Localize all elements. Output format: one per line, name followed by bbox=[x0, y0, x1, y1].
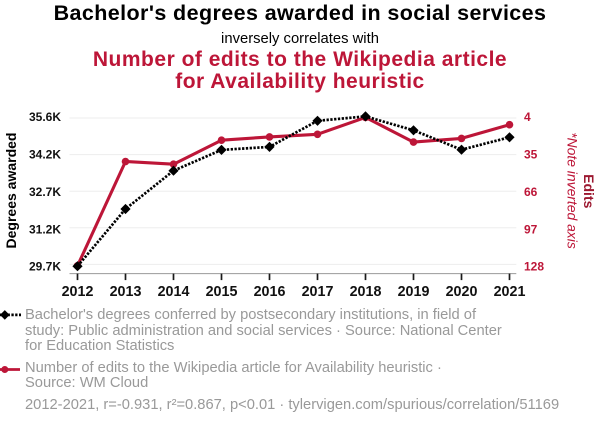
svg-text:2017: 2017 bbox=[302, 284, 334, 300]
svg-text:35: 35 bbox=[524, 147, 538, 161]
svg-text:66: 66 bbox=[524, 185, 538, 199]
svg-text:Degrees awarded: Degrees awarded bbox=[3, 133, 19, 249]
svg-text:32.7K: 32.7K bbox=[29, 185, 61, 199]
svg-text:2020: 2020 bbox=[446, 284, 478, 300]
svg-text:2021: 2021 bbox=[494, 284, 526, 300]
svg-text:*Note inverted axis: *Note inverted axis bbox=[565, 132, 581, 249]
svg-text:2014: 2014 bbox=[158, 284, 190, 300]
svg-text:2016: 2016 bbox=[254, 284, 286, 300]
svg-text:2015: 2015 bbox=[206, 284, 238, 300]
svg-text:2018: 2018 bbox=[350, 284, 382, 300]
svg-text:31.2K: 31.2K bbox=[29, 222, 61, 236]
svg-text:128: 128 bbox=[524, 260, 544, 274]
svg-text:35.6K: 35.6K bbox=[29, 110, 61, 124]
svg-text:29.7K: 29.7K bbox=[29, 260, 61, 274]
svg-text:2013: 2013 bbox=[110, 284, 142, 300]
svg-text:Edits: Edits bbox=[581, 174, 597, 208]
svg-text:4: 4 bbox=[524, 110, 531, 124]
svg-text:2012: 2012 bbox=[62, 284, 94, 300]
svg-text:2019: 2019 bbox=[398, 284, 430, 300]
svg-text:97: 97 bbox=[524, 222, 538, 236]
svg-text:34.2K: 34.2K bbox=[29, 147, 61, 161]
